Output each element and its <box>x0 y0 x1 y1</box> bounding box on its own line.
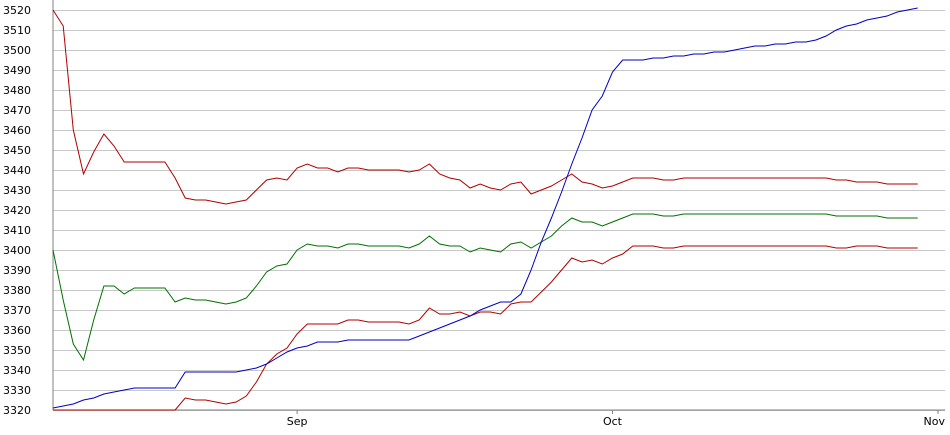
y-tick-label: 3330 <box>3 384 31 397</box>
series-line-4 <box>52 7 918 409</box>
series-lines <box>52 7 918 411</box>
x-tick-label: Nov <box>924 415 946 428</box>
y-tick-label: 3320 <box>3 404 31 417</box>
y-tick-label: 3490 <box>3 64 31 77</box>
y-tick-label: 3430 <box>3 184 31 197</box>
grid <box>53 10 945 411</box>
y-tick-label: 3410 <box>3 224 31 237</box>
y-tick-label: 3350 <box>3 344 31 357</box>
series-line-2 <box>52 213 918 362</box>
y-tick-label: 3500 <box>3 44 31 57</box>
series-line-1 <box>52 9 918 205</box>
series-line-3 <box>53 245 918 411</box>
y-tick-label: 3510 <box>3 24 31 37</box>
y-tick-label: 3400 <box>3 244 31 257</box>
y-tick-label: 3480 <box>3 84 31 97</box>
y-tick-label: 3420 <box>3 204 31 217</box>
x-tick-labels: Sep Oct Nov <box>287 410 946 428</box>
y-tick-label: 3360 <box>3 324 31 337</box>
y-tick-label: 3340 <box>3 364 31 377</box>
y-tick-label: 3450 <box>3 144 31 157</box>
y-tick-label: 3370 <box>3 304 31 317</box>
y-tick-label: 3460 <box>3 124 31 137</box>
y-tick-label: 3440 <box>3 164 31 177</box>
y-tick-label: 3520 <box>3 4 31 17</box>
y-tick-labels: 3320 3330 3340 3350 3360 3370 3380 3390 3400 3410… <box>3 4 31 417</box>
axes <box>52 0 945 411</box>
y-tick-label: 3470 <box>3 104 31 117</box>
y-tick-label: 3380 <box>3 284 31 297</box>
y-tick-label: 3390 <box>3 264 31 277</box>
x-tick-label: Sep <box>287 415 308 428</box>
x-tick-label: Oct <box>603 415 623 428</box>
